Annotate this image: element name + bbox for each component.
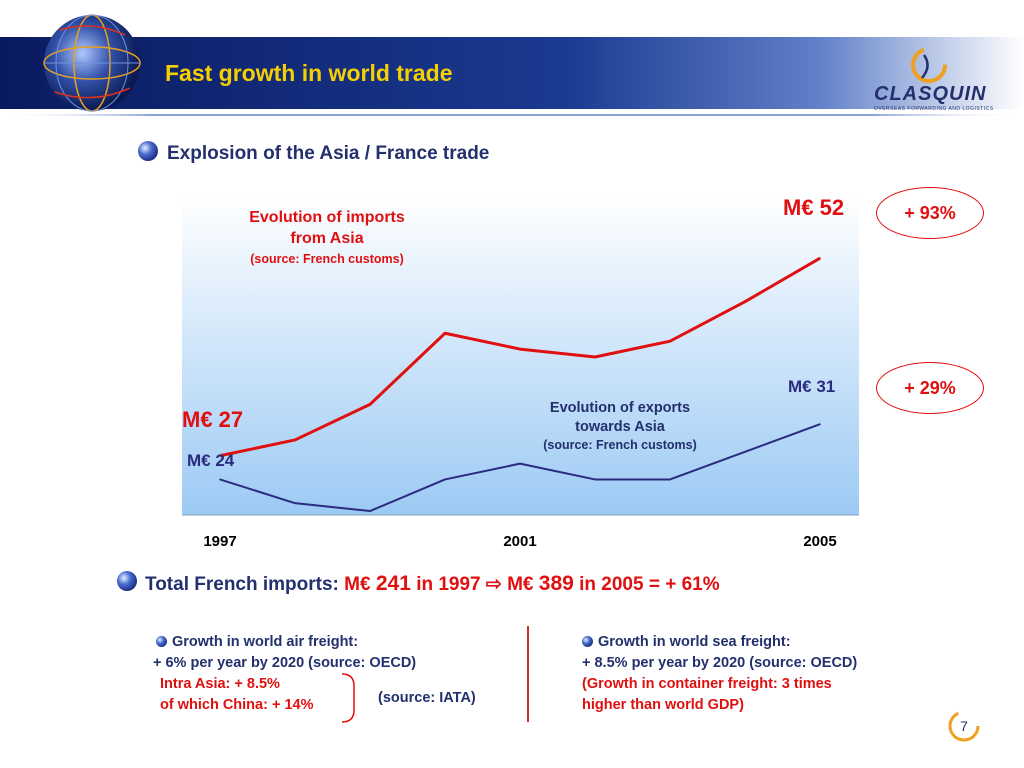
exports-point-2004 (744, 450, 746, 453)
exports-point-2001 (519, 462, 521, 465)
total-imports-line: Total French imports: M€ 241 in 1997 ⇨ M… (145, 572, 720, 595)
air-freight-source: (source: IATA) (378, 690, 476, 706)
page-number: 7 (960, 718, 968, 734)
exports-point-2000 (444, 478, 446, 481)
logo-tagline: OVERSEAS FORWARDING AND LOGISTICS (874, 106, 994, 112)
imports-point-2005 (819, 257, 821, 260)
bracket-icon (341, 673, 355, 723)
page-number-badge: 7 (948, 710, 980, 742)
x-tick-label-2001: 2001 (503, 533, 536, 550)
imports-point-1999 (369, 403, 371, 406)
imports-growth-badge: + 93% (876, 187, 984, 239)
imports-point-1998 (294, 439, 296, 441)
clasquin-logo-icon (911, 47, 947, 83)
exports-title: Evolution of exports towards Asia (549, 400, 691, 435)
imports-point-2001 (519, 348, 521, 350)
column-divider (527, 626, 529, 722)
exports-point-2005 (819, 423, 821, 425)
exports-start-label: M€ 24 (187, 451, 235, 470)
x-tick-label-2005: 2005 (803, 533, 836, 550)
exports-point-1998 (294, 502, 296, 504)
header-band (0, 14, 1024, 116)
air-freight-line3: of which China: + 14% (160, 697, 314, 713)
imports-end-label: M€ 52 (783, 195, 845, 220)
imports-point-2002 (594, 356, 596, 358)
imports-point-2003 (669, 340, 671, 342)
exports-source: (source: French customs) (543, 438, 697, 452)
logo-text: CLASQUIN (874, 83, 987, 105)
sea-freight-heading: Growth in world sea freight: (598, 634, 791, 650)
exports-end-label: M€ 31 (788, 377, 836, 396)
sea-freight-line2: (Growth in container freight: 3 times (582, 676, 832, 692)
bullet-icon (582, 636, 593, 647)
sea-freight-line3: higher than world GDP) (582, 697, 744, 713)
air-freight-line2: Intra Asia: + 8.5% (160, 676, 280, 692)
imports-start-label: M€ 27 (182, 407, 244, 432)
imports-point-2004 (744, 300, 746, 303)
globe-icon (43, 14, 141, 112)
exports-point-2003 (669, 478, 671, 481)
x-tick-label-1997: 1997 (203, 533, 236, 550)
section-subtitle: Explosion of the Asia / France trade (167, 143, 490, 164)
exports-growth-badge: + 29% (876, 362, 984, 414)
exports-point-1999 (369, 510, 371, 512)
imports-point-1997 (219, 454, 221, 457)
exports-point-2002 (594, 478, 596, 481)
bullet-icon (117, 571, 137, 591)
page-title: Fast growth in world trade (165, 60, 453, 86)
air-freight-heading: Growth in world air freight: (172, 634, 359, 650)
sea-freight-line1: + 8.5% per year by 2020 (source: OECD) (582, 655, 858, 671)
air-freight-line1: + 6% per year by 2020 (source: OECD) (153, 655, 417, 671)
plot-area (182, 195, 859, 515)
bullet-icon (138, 141, 158, 161)
exports-point-1997 (219, 478, 221, 481)
bullet-icon (156, 636, 167, 647)
imports-title: Evolution of imports from Asia (249, 209, 405, 247)
imports-source: (source: French customs) (250, 252, 404, 266)
imports-point-2000 (444, 332, 446, 335)
